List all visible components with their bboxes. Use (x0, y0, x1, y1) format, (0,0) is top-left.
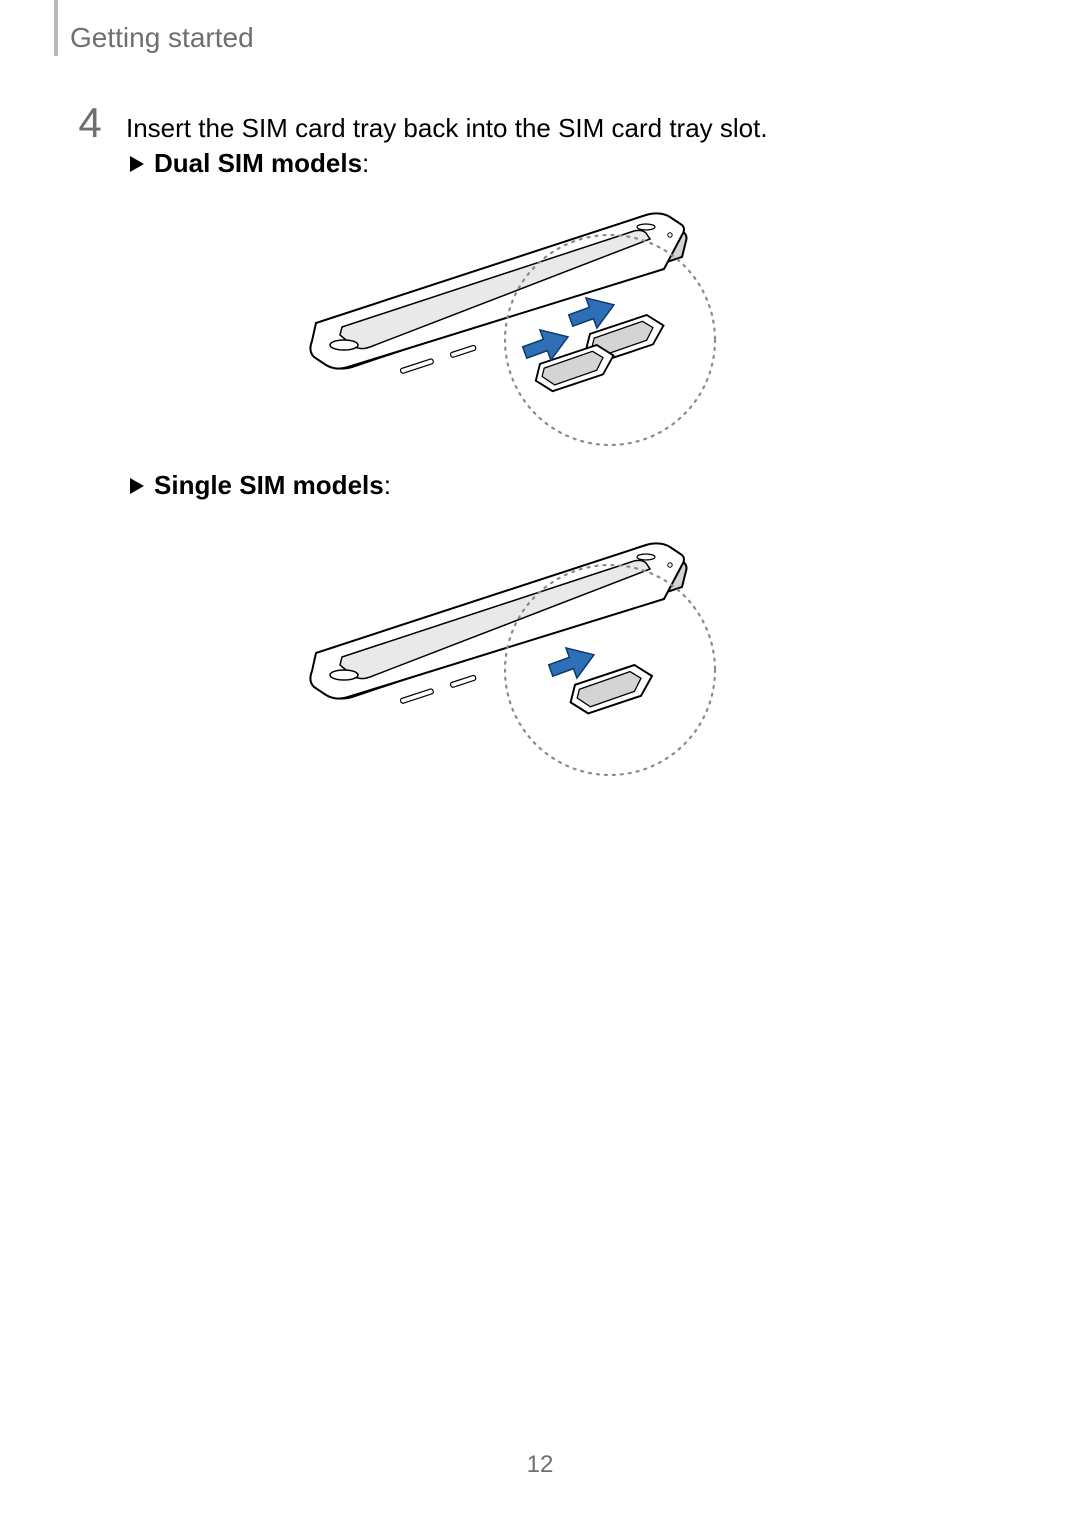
triangle-icon (130, 478, 144, 494)
bullet-dual-label: Dual SIM models (154, 148, 362, 179)
bullet-single-colon: : (384, 470, 391, 501)
step-number: 4 (70, 102, 110, 144)
manual-page: Getting started 4 Insert the SIM card tr… (0, 0, 1080, 1527)
page-number: 12 (0, 1451, 1080, 1479)
step-text: Insert the SIM card tray back into the S… (126, 113, 768, 144)
bullet-single-label: Single SIM models (154, 470, 384, 501)
header-rule (54, 0, 58, 56)
bullet-single-sim: Single SIM models : (130, 470, 391, 501)
bullet-dual-sim: Dual SIM models : (130, 148, 369, 179)
triangle-icon (130, 156, 144, 172)
figure-single-sim (290, 515, 790, 780)
phone-single-sim-illustration (290, 515, 790, 780)
phone-dual-sim-illustration (290, 185, 790, 450)
step-row: 4 Insert the SIM card tray back into the… (70, 102, 768, 144)
section-title: Getting started (70, 22, 254, 54)
bullet-dual-colon: : (362, 148, 369, 179)
figure-dual-sim (290, 185, 790, 450)
